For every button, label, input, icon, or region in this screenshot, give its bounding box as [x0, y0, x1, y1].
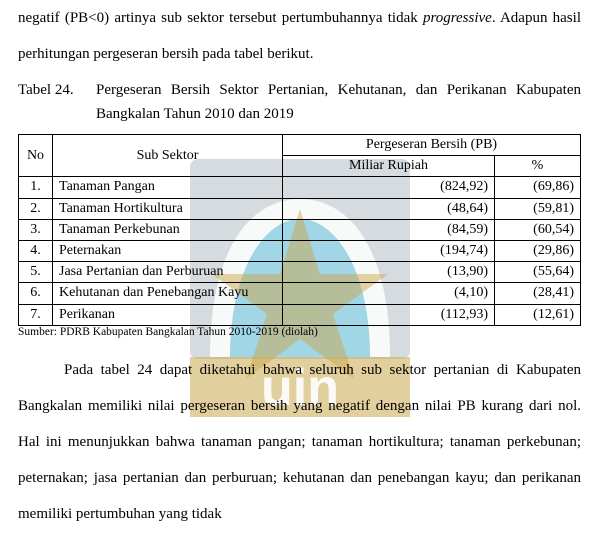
th-subsektor: Sub Sektor: [53, 135, 283, 177]
table-source: Sumber: PDRB Kabupaten Bangkalan Tahun 2…: [18, 326, 581, 338]
cell-no: 6.: [19, 283, 53, 304]
th-pb-group: Pergeseran Bersih (PB): [283, 135, 581, 156]
cell-no: 1.: [19, 177, 53, 198]
cell-miliar: (84,59): [283, 219, 495, 240]
para-top-italic: progressive: [423, 10, 492, 26]
cell-percent: (28,41): [495, 283, 581, 304]
cell-sub: Jasa Pertanian dan Perburuan: [53, 262, 283, 283]
table-caption-label: Tabel 24.: [18, 78, 96, 126]
cell-percent: (60,54): [495, 219, 581, 240]
cell-no: 7.: [19, 304, 53, 325]
cell-sub: Perikanan: [53, 304, 283, 325]
cell-percent: (59,81): [495, 198, 581, 219]
table-caption: Tabel 24. Pergeseran Bersih Sektor Perta…: [18, 78, 581, 126]
cell-no: 3.: [19, 219, 53, 240]
table-row: 6. Kehutanan dan Penebangan Kayu (4,10) …: [19, 283, 581, 304]
cell-miliar: (4,10): [283, 283, 495, 304]
data-table: No Sub Sektor Pergeseran Bersih (PB) Mil…: [18, 134, 581, 326]
table-row: 4. Peternakan (194,74) (29,86): [19, 240, 581, 261]
table-row: 3. Tanaman Perkebunan (84,59) (60,54): [19, 219, 581, 240]
cell-percent: (12,61): [495, 304, 581, 325]
cell-sub: Tanaman Hortikultura: [53, 198, 283, 219]
cell-miliar: (824,92): [283, 177, 495, 198]
th-percent: %: [495, 156, 581, 177]
table-header-row-1: No Sub Sektor Pergeseran Bersih (PB): [19, 135, 581, 156]
cell-miliar: (194,74): [283, 240, 495, 261]
cell-miliar: (48,64): [283, 198, 495, 219]
para-top-a: negatif (PB<0) artinya sub sektor terseb…: [18, 10, 423, 26]
table-row: 1. Tanaman Pangan (824,92) (69,86): [19, 177, 581, 198]
cell-miliar: (112,93): [283, 304, 495, 325]
cell-no: 2.: [19, 198, 53, 219]
table-row: 5. Jasa Pertanian dan Perburuan (13,90) …: [19, 262, 581, 283]
th-no: No: [19, 135, 53, 177]
th-miliar: Miliar Rupiah: [283, 156, 495, 177]
cell-miliar: (13,90): [283, 262, 495, 283]
paragraph-bottom: Pada tabel 24 dapat diketahui bahwa selu…: [18, 352, 581, 532]
cell-percent: (69,86): [495, 177, 581, 198]
cell-sub: Tanaman Perkebunan: [53, 219, 283, 240]
cell-no: 5.: [19, 262, 53, 283]
table-caption-text: Pergeseran Bersih Sektor Pertanian, Kehu…: [96, 78, 581, 126]
cell-no: 4.: [19, 240, 53, 261]
cell-sub: Peternakan: [53, 240, 283, 261]
table-row: 2. Tanaman Hortikultura (48,64) (59,81): [19, 198, 581, 219]
cell-sub: Kehutanan dan Penebangan Kayu: [53, 283, 283, 304]
cell-percent: (29,86): [495, 240, 581, 261]
cell-percent: (55,64): [495, 262, 581, 283]
table-row: 7. Perikanan (112,93) (12,61): [19, 304, 581, 325]
cell-sub: Tanaman Pangan: [53, 177, 283, 198]
paragraph-top: negatif (PB<0) artinya sub sektor terseb…: [18, 0, 581, 72]
